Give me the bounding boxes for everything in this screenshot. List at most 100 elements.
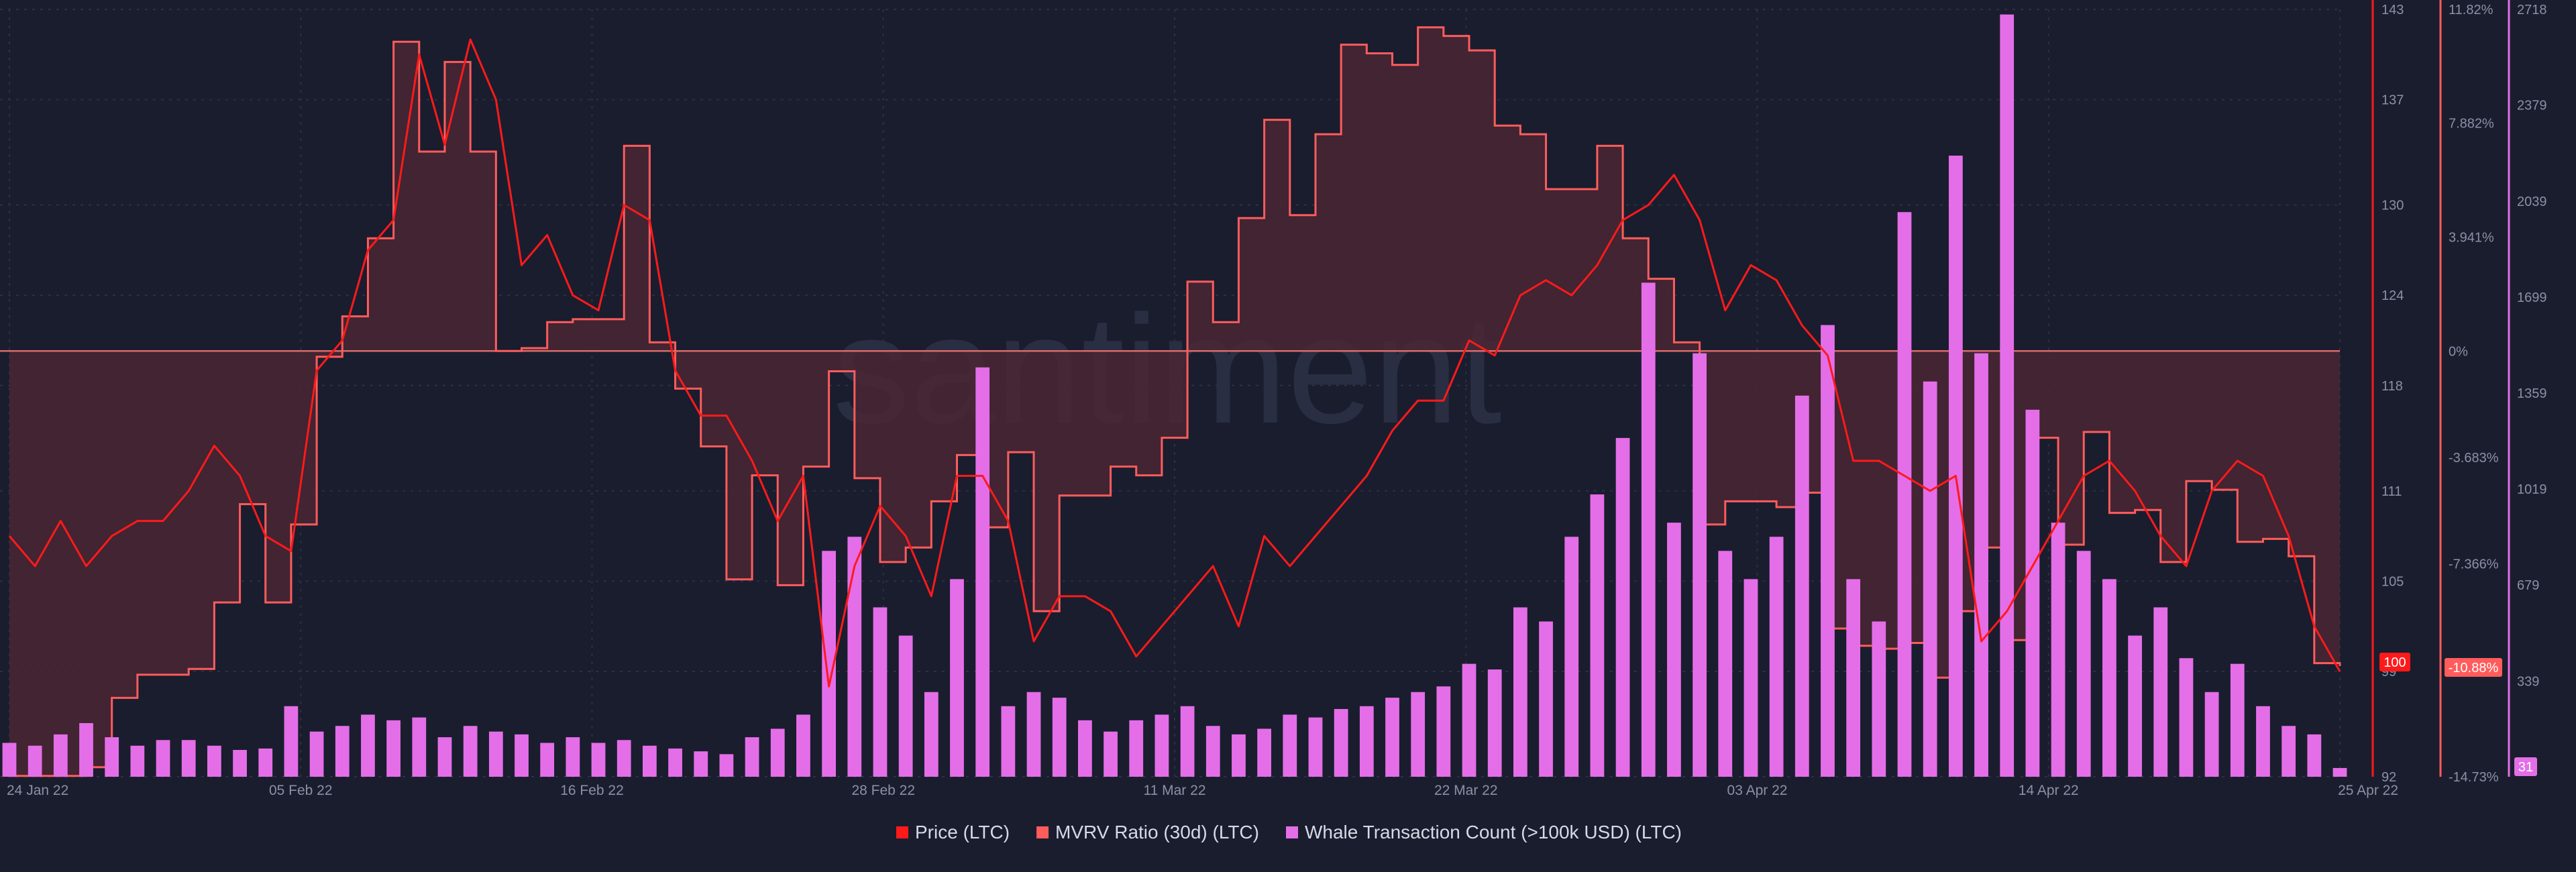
whale-bar xyxy=(1513,607,1527,777)
legend-label: Price (LTC) xyxy=(915,822,1010,842)
x-tick-label: 16 Feb 22 xyxy=(560,783,624,798)
whale-bar xyxy=(463,726,478,777)
whale-bar xyxy=(2128,635,2142,777)
legend-swatch xyxy=(896,826,908,838)
price-current-badge: 100 xyxy=(2379,652,2410,671)
whale-tick-label: 2039 xyxy=(2517,195,2547,209)
whale-bar xyxy=(1948,156,1963,777)
whale-bar xyxy=(873,607,888,777)
x-tick-label: 24 Jan 22 xyxy=(7,783,68,798)
axis-lines xyxy=(2371,0,2510,777)
whale-bar xyxy=(1590,494,1605,777)
whale-bar xyxy=(2,743,17,777)
current-value-badges: 100 -10.88% 31 xyxy=(2379,652,2537,776)
legend: Price (LTC) MVRV Ratio (30d) (LTC) Whale T… xyxy=(896,822,1682,842)
whale-bar xyxy=(2102,579,2116,777)
whale-bar xyxy=(1385,698,1399,777)
whale-bar xyxy=(2000,14,2015,777)
whale-bar xyxy=(719,754,734,777)
price-tick-label: 130 xyxy=(2381,199,2404,213)
whale-bar xyxy=(335,726,350,777)
legend-swatch xyxy=(1036,826,1049,838)
whale-bar xyxy=(2307,734,2322,777)
whale-bar xyxy=(53,734,68,777)
whale-bar xyxy=(745,737,759,777)
legend-swatch xyxy=(1285,826,1298,838)
whale-bar xyxy=(2204,692,2219,777)
mvrv-tick-label: 7.882% xyxy=(2449,117,2494,131)
legend-item-mvrv: MVRV Ratio (30d) (LTC) xyxy=(1036,822,1259,842)
mvrv-tick-label: -3.683% xyxy=(2449,451,2499,466)
whale-bar xyxy=(2179,658,2194,777)
whale-current-badge-text: 31 xyxy=(2518,760,2533,775)
whale-bar xyxy=(181,740,196,777)
mvrv-area xyxy=(9,27,2340,776)
whale-bar xyxy=(1129,720,1144,777)
whale-bar xyxy=(207,745,221,777)
whale-bar xyxy=(437,737,452,777)
legend-label: MVRV Ratio (30d) (LTC) xyxy=(1055,822,1259,842)
whale-bar xyxy=(1359,706,1374,777)
price-tick-label: 111 xyxy=(2381,484,2402,499)
x-axis-ticks: 24 Jan 22 05 Feb 22 16 Feb 22 28 Feb 22 11 M… xyxy=(7,783,2398,798)
legend-label: Whale Transaction Count (>100k USD) (LTC… xyxy=(1305,822,1682,842)
whale-bar xyxy=(1539,621,1553,777)
whale-bar xyxy=(1411,692,1426,777)
whale-bar xyxy=(1308,717,1323,777)
whale-bar xyxy=(1487,669,1502,777)
whale-bar xyxy=(1462,663,1477,777)
whale-bar xyxy=(309,731,324,777)
whale-bar xyxy=(2282,726,2296,777)
whale-bar xyxy=(2051,523,2065,777)
price-tick-label: 105 xyxy=(2381,574,2404,589)
x-tick-label: 25 Apr 22 xyxy=(2338,783,2398,798)
whale-bars xyxy=(2,14,2347,777)
whale-bar xyxy=(1436,686,1451,777)
x-tick-label: 05 Feb 22 xyxy=(269,783,333,798)
whale-bar xyxy=(847,537,862,777)
whale-bar xyxy=(950,579,964,777)
whale-bar xyxy=(1718,551,1733,777)
whale-bar xyxy=(1743,579,1758,777)
x-tick-label: 28 Feb 22 xyxy=(851,783,915,798)
whale-bar xyxy=(1232,734,1246,777)
whale-bar xyxy=(822,551,837,777)
legend-item-price: Price (LTC) xyxy=(896,822,1010,842)
whale-tick-label: 339 xyxy=(2517,674,2539,689)
whale-bar xyxy=(1897,212,1912,777)
whale-bar xyxy=(1923,381,1937,777)
whale-bar xyxy=(668,748,682,777)
whale-bar xyxy=(79,723,93,777)
whale-bar xyxy=(1794,395,1809,777)
whale-bar xyxy=(2332,767,2347,777)
whale-bar xyxy=(2076,551,2091,777)
whale-bar xyxy=(1821,325,1835,777)
whale-bar xyxy=(1180,706,1195,777)
whale-bar xyxy=(1334,708,1348,777)
price-series xyxy=(8,38,2341,688)
whale-tick-label: 1019 xyxy=(2517,482,2547,497)
price-line xyxy=(8,38,2341,688)
whale-bar xyxy=(386,720,401,777)
whale-bar xyxy=(1283,714,1297,777)
legend-item-whale: Whale Transaction Count (>100k USD) (LTC… xyxy=(1285,822,1682,842)
price-tick-label: 124 xyxy=(2381,288,2404,303)
whale-bar xyxy=(412,717,427,777)
mvrv-tick-label: 3.941% xyxy=(2449,230,2494,245)
mvrv-tick-label: 0% xyxy=(2449,344,2468,359)
whale-bar xyxy=(770,728,785,777)
whale-bar xyxy=(2230,663,2245,777)
whale-bar xyxy=(515,734,529,777)
price-tick-label: 137 xyxy=(2381,93,2404,108)
whale-tick-label: 2379 xyxy=(2517,99,2547,113)
whale-bar xyxy=(975,367,990,777)
x-tick-label: 14 Apr 22 xyxy=(2019,783,2079,798)
whale-bar xyxy=(488,731,503,777)
whale-bar xyxy=(540,743,555,777)
whale-bar xyxy=(1257,728,1271,777)
whale-bar xyxy=(1026,692,1041,777)
whale-bar xyxy=(1205,726,1220,777)
whale-bar xyxy=(1104,731,1118,777)
whale-bar xyxy=(694,751,708,777)
